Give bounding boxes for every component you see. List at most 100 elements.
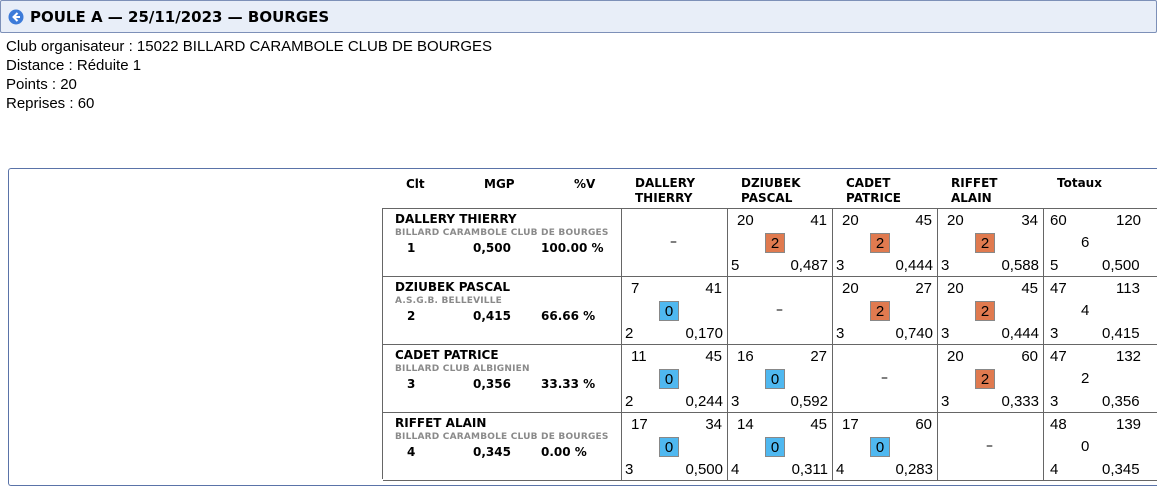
match-points: 20 [947, 212, 964, 229]
total-match-points: 4 [1081, 302, 1090, 319]
total-match-points: 6 [1081, 234, 1090, 251]
totals-cell: 48 139 0 4 0,345 [1044, 413, 1157, 481]
match-cell[interactable]: – [622, 209, 728, 277]
match-cell[interactable]: 14 45 0 4 0,311 [728, 413, 833, 481]
total-average: 0,500 [1102, 257, 1140, 274]
match-average: 0,592 [790, 393, 828, 410]
match-points: 16 [737, 348, 754, 365]
match-average: 0,444 [895, 257, 933, 274]
match-cell[interactable]: 20 45 2 3 0,444 [833, 209, 938, 277]
total-points: 60 [1050, 212, 1067, 229]
player-rank: 3 [407, 377, 416, 391]
distance-info: Distance : Réduite 1 [6, 57, 142, 74]
total-caramboles: 113 [1116, 280, 1140, 297]
results-panel [8, 168, 1157, 486]
match-points-badge: 0 [765, 437, 785, 457]
total-points: 48 [1050, 416, 1067, 433]
match-average: 0,740 [895, 325, 933, 342]
match-best-series: 4 [731, 461, 740, 478]
player-rank: 1 [407, 241, 416, 255]
match-points-badge: 2 [870, 233, 890, 253]
match-cell[interactable]: – [938, 413, 1044, 481]
player-club: A.S.G.B. BELLEVILLE [395, 296, 503, 306]
match-points-badge: 2 [870, 301, 890, 321]
club-organizer: Club organisateur : 15022 BILLARD CARAMB… [6, 38, 493, 55]
header-player-2: DZIUBEK PASCAL [741, 176, 801, 205]
player-pct-v: 100.00 % [541, 241, 604, 255]
player-row-info: RIFFET ALAIN BILLARD CARAMBOLE CLUB DE B… [383, 413, 622, 481]
player-mgp: 0,356 [473, 377, 511, 391]
match-best-series: 3 [731, 393, 740, 410]
match-average: 0,333 [1001, 393, 1039, 410]
reprises-info: Reprises : 60 [6, 95, 95, 112]
empty-match-dash: – [776, 302, 783, 318]
match-points-badge: 2 [975, 233, 995, 253]
match-points: 20 [737, 212, 754, 229]
points-info: Points : 20 [6, 76, 77, 93]
header-player-3: CADET PATRICE [846, 176, 901, 205]
match-points: 20 [947, 280, 964, 297]
match-cell[interactable]: 20 60 2 3 0,333 [938, 345, 1044, 413]
match-cell[interactable]: – [833, 345, 938, 413]
match-caramboles: 60 [1021, 348, 1038, 365]
match-cell[interactable]: 20 41 2 5 0,487 [728, 209, 833, 277]
match-caramboles: 34 [705, 416, 722, 433]
match-best-series: 3 [941, 393, 950, 410]
match-cell[interactable]: – [728, 277, 833, 345]
match-average: 0,444 [1001, 325, 1039, 342]
totals-cell: 60 120 6 5 0,500 [1044, 209, 1157, 277]
match-cell[interactable]: 17 34 0 3 0,500 [622, 413, 728, 481]
match-average: 0,500 [685, 461, 723, 478]
match-points: 20 [842, 212, 859, 229]
match-best-series: 2 [625, 393, 634, 410]
match-cell[interactable]: 11 45 0 2 0,244 [622, 345, 728, 413]
player-rank: 2 [407, 309, 416, 323]
totals-cell: 47 132 2 3 0,356 [1044, 345, 1157, 413]
competition-info: Club organisateur : 15022 BILLARD CARAMB… [6, 37, 492, 113]
match-points-badge: 0 [659, 369, 679, 389]
match-caramboles: 60 [915, 416, 932, 433]
match-caramboles: 41 [810, 212, 827, 229]
player-pct-v: 66.66 % [541, 309, 596, 323]
match-average: 0,244 [685, 393, 723, 410]
total-caramboles: 132 [1116, 348, 1142, 365]
match-cell[interactable]: 16 27 0 3 0,592 [728, 345, 833, 413]
total-average: 0,415 [1102, 325, 1140, 342]
player-name: CADET PATRICE [395, 348, 499, 362]
player-rank: 4 [407, 445, 416, 459]
match-cell[interactable]: 7 41 0 2 0,170 [622, 277, 728, 345]
match-points-badge: 2 [975, 301, 995, 321]
player-mgp: 0,415 [473, 309, 511, 323]
match-caramboles: 34 [1021, 212, 1038, 229]
match-best-series: 2 [625, 325, 634, 342]
match-caramboles: 27 [915, 280, 932, 297]
player-club: BILLARD CLUB ALBIGNIEN [395, 364, 530, 374]
match-average: 0,170 [685, 325, 723, 342]
player-row-info: CADET PATRICE BILLARD CLUB ALBIGNIEN 3 0… [383, 345, 622, 413]
match-best-series: 5 [731, 257, 740, 274]
match-caramboles: 45 [705, 348, 722, 365]
player-name: DALLERY THIERRY [395, 212, 517, 226]
match-cell[interactable]: 20 45 2 3 0,444 [938, 277, 1044, 345]
total-best-series: 4 [1050, 461, 1059, 478]
total-best-series: 5 [1050, 257, 1059, 274]
player-club: BILLARD CARAMBOLE CLUB DE BOURGES [395, 432, 609, 442]
match-average: 0,588 [1001, 257, 1039, 274]
player-row-info: DALLERY THIERRY BILLARD CARAMBOLE CLUB D… [383, 209, 622, 277]
match-caramboles: 45 [1021, 280, 1038, 297]
total-caramboles: 139 [1116, 416, 1142, 433]
match-points: 20 [842, 280, 859, 297]
empty-match-dash: – [670, 234, 677, 250]
match-cell[interactable]: 17 60 0 4 0,283 [833, 413, 938, 481]
match-cell[interactable]: 20 34 2 3 0,588 [938, 209, 1044, 277]
player-pct-v: 33.33 % [541, 377, 596, 391]
match-average: 0,283 [895, 461, 933, 478]
match-points: 17 [631, 416, 648, 433]
header-mgp: MGP [484, 177, 515, 191]
player-name: DZIUBEK PASCAL [395, 280, 511, 294]
match-cell[interactable]: 20 27 2 3 0,740 [833, 277, 938, 345]
match-best-series: 3 [625, 461, 634, 478]
back-arrow-icon[interactable] [8, 9, 24, 25]
match-caramboles: 45 [810, 416, 827, 433]
match-points: 14 [737, 416, 754, 433]
